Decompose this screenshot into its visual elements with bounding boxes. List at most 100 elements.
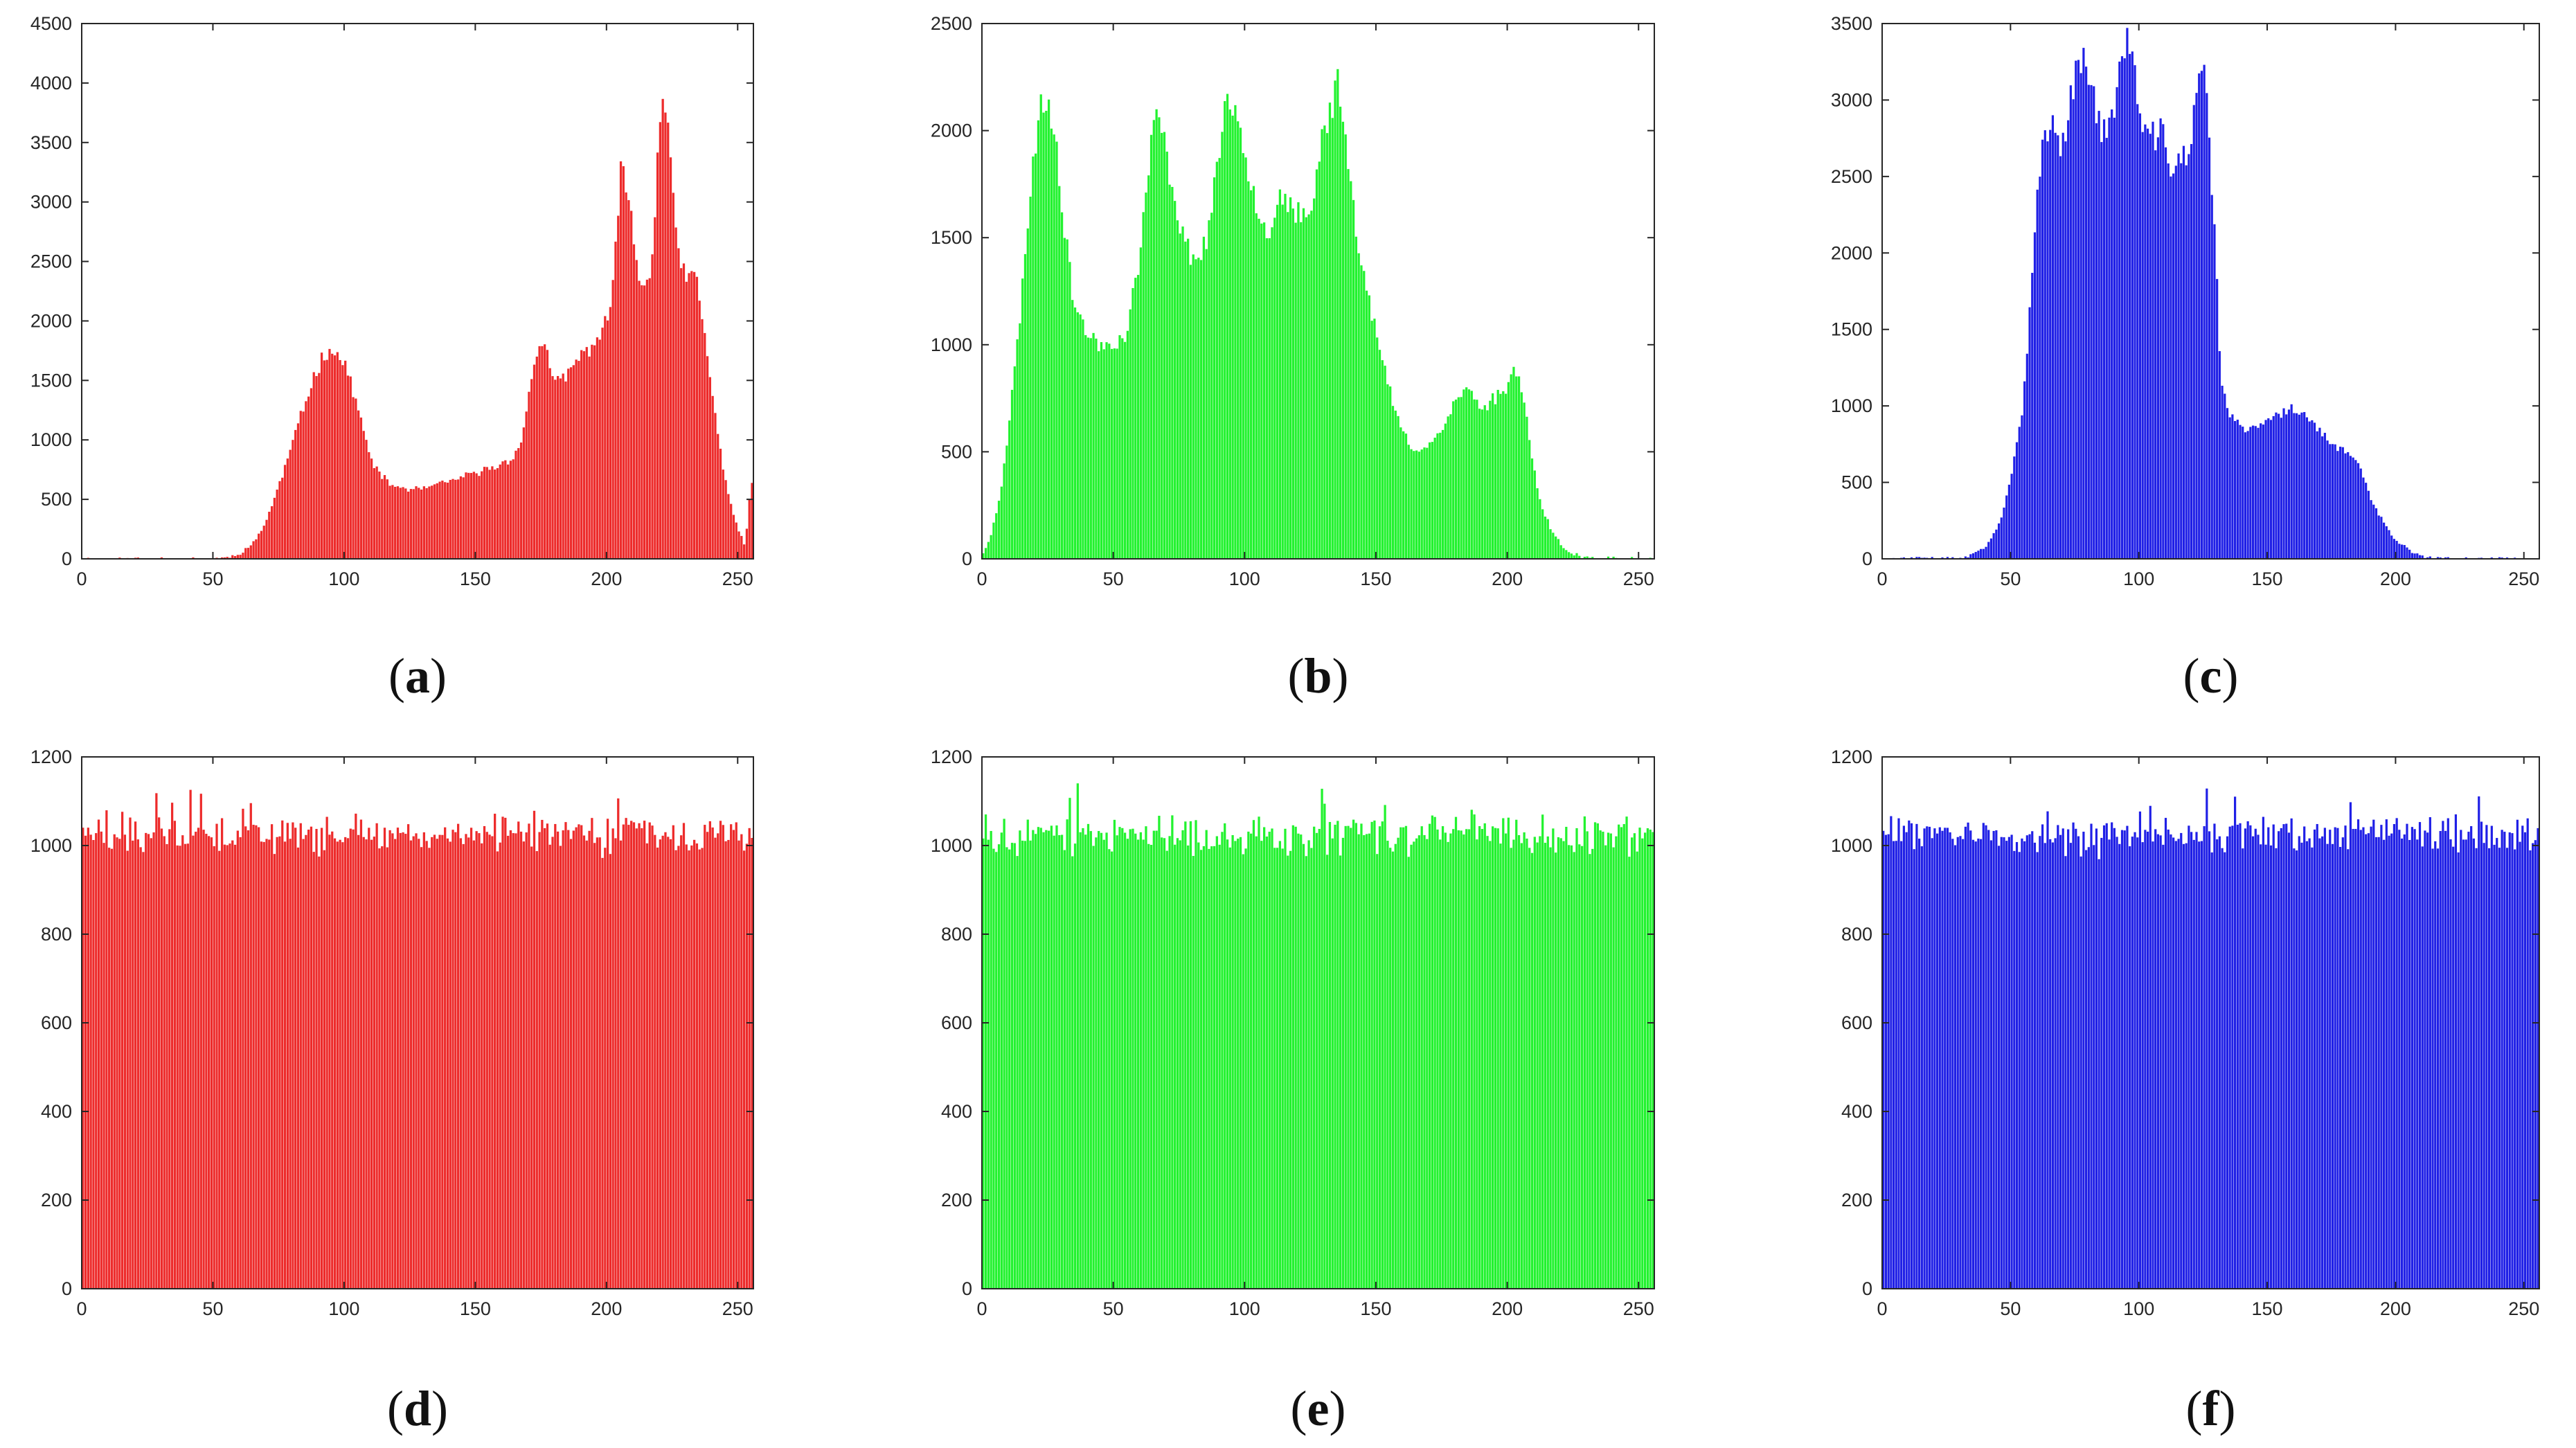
bar [388, 830, 391, 1289]
bar [1902, 557, 1905, 559]
bar [485, 467, 488, 559]
caption-letter: e [1307, 1381, 1330, 1436]
bar [1323, 803, 1326, 1289]
bar [569, 839, 573, 1289]
bar [1176, 838, 1179, 1289]
bar [1139, 247, 1142, 559]
bar [1557, 539, 1560, 559]
bar [2072, 99, 2075, 560]
bar [604, 316, 607, 559]
bar [1599, 830, 1602, 1289]
bar [2216, 839, 2219, 1289]
bar [506, 464, 510, 559]
bar [674, 227, 677, 559]
bar [325, 816, 328, 1289]
bar [409, 840, 413, 1289]
caption-close-paren: ) [431, 1381, 448, 1436]
bar [116, 837, 118, 1289]
bar [1530, 458, 1534, 559]
bar [418, 839, 420, 1289]
bar [1652, 832, 1654, 1289]
bar [1515, 376, 1518, 559]
bar [2195, 93, 2198, 559]
bar [1026, 819, 1029, 1289]
bar [1129, 829, 1132, 1289]
bar [1271, 828, 1273, 1289]
bar [554, 379, 557, 559]
bar [2079, 73, 2082, 559]
bar [2316, 431, 2318, 559]
bar [2049, 839, 2052, 1289]
bar [1470, 810, 1473, 1289]
y-tick-label: 4500 [30, 13, 72, 34]
bar [2141, 132, 2144, 559]
bar [2295, 850, 2298, 1289]
bar [2429, 556, 2431, 559]
bar [742, 850, 746, 1289]
bar [404, 834, 407, 1289]
bar [1570, 845, 1573, 1289]
bar [2093, 845, 2095, 1289]
bar [255, 539, 258, 559]
bar [451, 479, 454, 559]
bar [2246, 431, 2249, 559]
bar [1407, 857, 1410, 1289]
bar [1895, 841, 1897, 1289]
bar [1079, 832, 1082, 1289]
bar [1307, 840, 1310, 1289]
bar [1161, 837, 1163, 1289]
bar [651, 825, 654, 1289]
bar [1184, 821, 1187, 1289]
bar [1008, 849, 1011, 1289]
bar [197, 828, 200, 1289]
bar [233, 555, 237, 559]
bar [2170, 176, 2172, 560]
bar [1533, 837, 1536, 1289]
bar [601, 857, 604, 1289]
bar [1032, 830, 1035, 1289]
bar [1589, 854, 1591, 1289]
bar [1326, 855, 1329, 1289]
bar [1636, 851, 1638, 1289]
bar [1928, 826, 1931, 1289]
bar [1053, 835, 1055, 1289]
bar [2362, 827, 2365, 1289]
bar [2416, 553, 2419, 559]
bar [1000, 832, 1003, 1289]
bar [2246, 821, 2249, 1289]
bar [1413, 841, 1415, 1289]
bar [635, 828, 638, 1289]
bar [2231, 825, 2234, 1289]
bar [1394, 410, 1397, 559]
bar [667, 837, 670, 1289]
bar [1318, 829, 1321, 1289]
bar [276, 490, 278, 559]
bar [2046, 811, 2049, 1289]
bar [386, 847, 388, 1289]
bar [1974, 552, 1977, 559]
bar [491, 836, 494, 1289]
bar [2177, 839, 2180, 1289]
bar [302, 839, 305, 1289]
bar [1541, 509, 1544, 559]
bar [1297, 833, 1300, 1289]
x-tick-label: 100 [328, 1298, 359, 1319]
bar [485, 832, 488, 1289]
bar [2234, 796, 2237, 1289]
bar [2126, 825, 2129, 1289]
bar [2380, 825, 2383, 1289]
bar [1026, 228, 1029, 559]
bar [192, 835, 195, 1289]
bar [399, 832, 402, 1289]
bar [588, 356, 591, 559]
bar [441, 481, 444, 559]
bar [359, 819, 363, 1289]
bar [1171, 815, 1174, 1289]
bar [2210, 852, 2213, 1289]
bar [1234, 105, 1237, 560]
bar [89, 834, 92, 1289]
x-tick-label: 250 [722, 569, 753, 589]
bar [2213, 224, 2216, 559]
bar [2242, 848, 2244, 1289]
bar [402, 487, 404, 559]
